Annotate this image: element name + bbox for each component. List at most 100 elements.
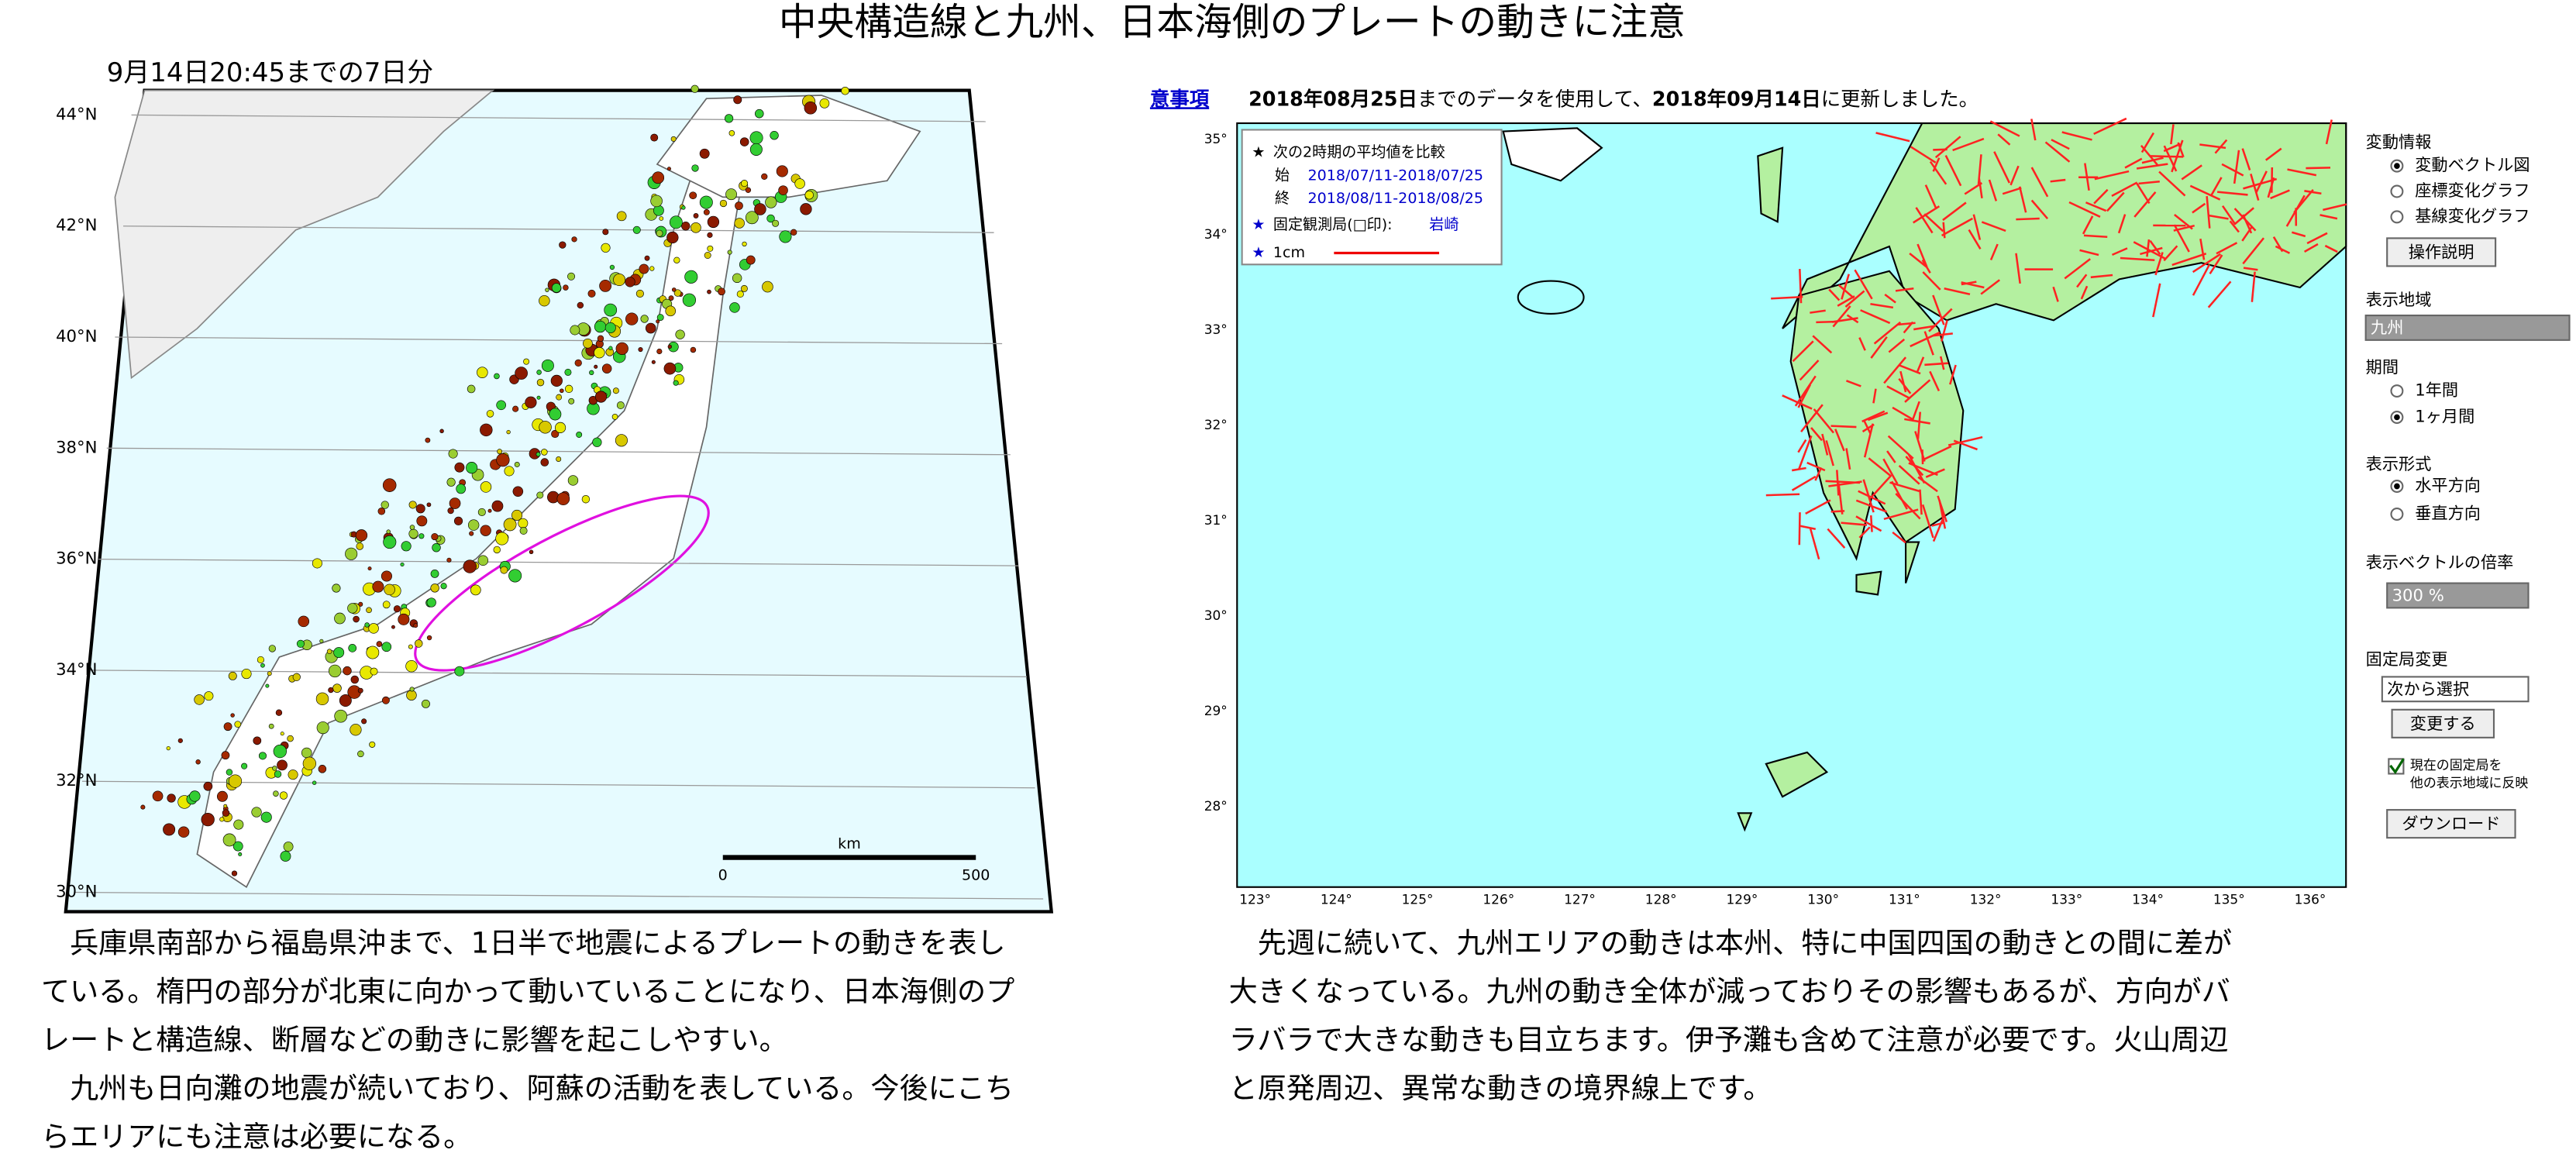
fixed-select[interactable] (2381, 676, 2530, 703)
vector-arrow (2267, 177, 2275, 198)
header-text: までのデータを使用して、 (1417, 87, 1652, 110)
quake-dot (416, 515, 428, 527)
button-label: 操作説明 (2409, 242, 2474, 261)
quake-dot (728, 130, 735, 136)
vector-arrow (1799, 525, 1817, 531)
vector-arrow (2106, 191, 2125, 212)
legend-text: 終 (1275, 190, 1290, 207)
vector-arrow (2325, 119, 2333, 145)
quake-dot (724, 114, 734, 123)
vector-arrow (2015, 253, 2021, 284)
quake-dot (195, 759, 201, 765)
radio-button[interactable] (2390, 384, 2404, 398)
vector-arrow (1868, 457, 1892, 477)
ratio-select[interactable] (2386, 582, 2530, 609)
quake-dot (287, 735, 294, 742)
lat-label: 40°N (56, 326, 97, 346)
quake-dot (268, 645, 276, 652)
quake-dot (421, 699, 430, 708)
quake-dot (736, 290, 744, 298)
quake-dot (574, 359, 582, 367)
select-value: 300 % (2392, 586, 2444, 605)
quake-dot (140, 804, 146, 810)
vector-arrow (1867, 411, 1889, 422)
quake-dot (486, 410, 494, 418)
quake-dot (333, 647, 345, 658)
quake-dot (567, 475, 579, 486)
vector-arrow (1888, 338, 1906, 353)
quake-dot (381, 696, 390, 704)
vector-arrow (2051, 139, 2070, 150)
change-button[interactable] (2391, 708, 2495, 738)
quake-dot (577, 301, 584, 309)
lat-label: 44°N (56, 104, 97, 123)
radio-button[interactable] (2390, 210, 2404, 224)
radio-button[interactable] (2390, 184, 2404, 198)
lat-label: 34° (1204, 226, 1228, 242)
vector-arrow (1905, 456, 1924, 477)
vector-arrow (1805, 499, 1831, 515)
notice-link[interactable]: 意事項 (1150, 87, 1210, 110)
quake-dot (609, 264, 615, 270)
vector-arrow (2093, 188, 2109, 205)
quake-dot (348, 644, 357, 652)
quake-dot (670, 136, 677, 142)
lon-label: 135° (2213, 892, 2245, 907)
vector-arrow (2216, 242, 2238, 255)
quake-dot (194, 694, 205, 705)
vector-arrow (1931, 521, 1945, 527)
vector-arrow (1792, 340, 1814, 363)
vector-arrow (1911, 401, 1920, 422)
vector-arrow (2009, 165, 2020, 186)
vector-arrow (2068, 201, 2101, 218)
graticule (106, 447, 1011, 456)
quake-dot (491, 500, 504, 512)
vector-arrow (1909, 253, 1927, 268)
quake-dot (665, 305, 677, 317)
quake-dot (386, 529, 391, 534)
vector-arrow (2111, 247, 2128, 256)
vector-arrow (1898, 465, 1920, 485)
option-label: 変動ベクトル図 (2415, 155, 2530, 174)
help-button[interactable] (2386, 237, 2497, 267)
quake-dot (368, 623, 379, 634)
legend-text: 次の2時期の平均値を比較 (1273, 144, 1445, 161)
quake-dot (754, 203, 766, 215)
quake-dot (841, 86, 849, 95)
vector-arrow (1837, 284, 1855, 299)
vector-arrow (2199, 238, 2206, 260)
radio-dot (2394, 414, 2400, 421)
vector-arrow (1937, 495, 1948, 522)
vector-arrow (1837, 483, 1844, 515)
vector-arrow (1809, 527, 1820, 560)
quake-dot (644, 255, 650, 261)
lon-label: 133° (2051, 892, 2082, 907)
vector-arrow (2136, 163, 2168, 170)
graticule (122, 225, 994, 233)
area-select[interactable] (2364, 314, 2571, 341)
vector-arrow (1913, 325, 1936, 331)
lat-label: 35° (1204, 131, 1228, 146)
quake-dot (265, 683, 270, 688)
vector-arrow (1771, 295, 1803, 300)
quake-dot (223, 804, 228, 808)
select-value: 次から選択 (2387, 679, 2469, 698)
quake-dot (228, 774, 243, 788)
quake-dot (381, 501, 389, 509)
download-button[interactable] (2386, 809, 2516, 839)
quake-dot (467, 384, 476, 394)
vector-arrow (1827, 528, 1846, 549)
radio-button[interactable] (2390, 508, 2404, 522)
lat-label: 29° (1204, 703, 1228, 718)
quake-dot (222, 833, 236, 847)
quake-dot (273, 790, 279, 797)
caption-line: と原発周辺、異常な動きの境界線上です。 (1229, 1072, 1772, 1105)
quake-dot (260, 663, 265, 668)
vector-arrow (2002, 187, 2022, 195)
quake-dot (301, 747, 312, 759)
caption-line: 大きくなっている。九州の動き全体が減っておりその影響もあるが、方向がバ (1229, 975, 2230, 1008)
quake-dot (690, 346, 697, 353)
vector-arrow (2254, 170, 2268, 194)
vector-arrow (2264, 147, 2282, 161)
